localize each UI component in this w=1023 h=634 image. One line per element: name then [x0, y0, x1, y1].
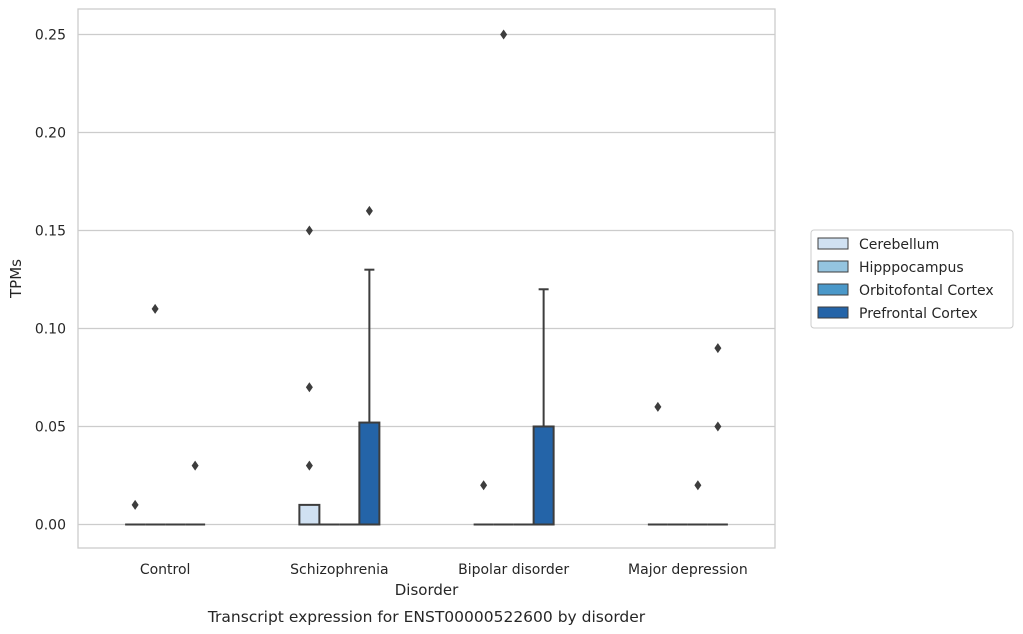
legend-item: Prefrontal Cortex: [817, 306, 978, 322]
legend-swatch: [817, 260, 849, 273]
box: [298, 503, 321, 526]
x-tick-label: Control: [140, 562, 191, 578]
y-axis-ticks: 0.00 0.05 0.10 0.15 0.20 0.25: [35, 27, 66, 533]
legend-swatch: [817, 306, 849, 319]
gridlines: [78, 33, 775, 526]
legend-label: Cerebellum: [859, 237, 939, 253]
legend-label: Orbitofontal Cortex: [859, 283, 994, 299]
chart-title: Transcript expression for ENST0000052260…: [207, 608, 646, 626]
x-tick-label: Bipolar disorder: [458, 562, 569, 578]
box: [532, 425, 555, 526]
legend-item: Hipppocampus: [817, 260, 964, 276]
box-group: [647, 401, 668, 526]
box-group: [687, 480, 708, 526]
legend: Cerebellum Hipppocampus Orbitofontal Corte…: [810, 229, 1014, 329]
outlier-point: [305, 225, 313, 236]
outlier-point: [500, 29, 508, 40]
legend-item: Orbitofontal Cortex: [817, 283, 994, 299]
legend-frame: [810, 229, 1014, 329]
box-marks: [125, 29, 728, 526]
box-group: [493, 29, 514, 526]
box: [358, 421, 381, 526]
legend-item: Cerebellum: [817, 237, 939, 253]
legend-label: Hipppocampus: [859, 260, 964, 276]
y-tick-label: 0.25: [35, 27, 66, 43]
box-group: [473, 480, 494, 526]
box-group: [298, 225, 321, 526]
legend-swatch: [817, 283, 849, 296]
legend-swatch: [817, 237, 849, 250]
box-group: [145, 303, 166, 526]
box-group: [707, 343, 728, 526]
outlier-point: [365, 205, 373, 216]
outlier-point: [714, 421, 722, 432]
outlier-point: [151, 303, 159, 314]
outlier-point: [714, 343, 722, 354]
x-tick-label: Major depression: [628, 562, 748, 578]
box-group: [532, 288, 555, 526]
y-axis-label: TPMs: [7, 259, 25, 299]
x-tick-label: Schizophrenia: [290, 562, 388, 578]
x-axis-label: Disorder: [395, 581, 459, 599]
y-tick-label: 0.05: [35, 419, 66, 435]
box-group: [185, 460, 206, 526]
box-group: [358, 205, 381, 526]
y-tick-label: 0.20: [35, 125, 66, 141]
x-axis-ticks: Control Schizophrenia Bipolar disorder Majo…: [140, 562, 748, 578]
plot-frame: [77, 8, 776, 549]
outlier-point: [305, 382, 313, 393]
outlier-point: [191, 460, 199, 471]
y-tick-label: 0.15: [35, 223, 66, 239]
outlier-point: [131, 499, 139, 510]
outlier-point: [694, 480, 702, 491]
outlier-point: [480, 480, 488, 491]
outlier-point: [305, 460, 313, 471]
y-tick-label: 0.10: [35, 321, 66, 337]
outlier-point: [654, 401, 662, 412]
y-tick-label: 0.00: [35, 517, 66, 533]
box-group: [125, 499, 146, 526]
legend-label: Prefrontal Cortex: [859, 306, 978, 322]
